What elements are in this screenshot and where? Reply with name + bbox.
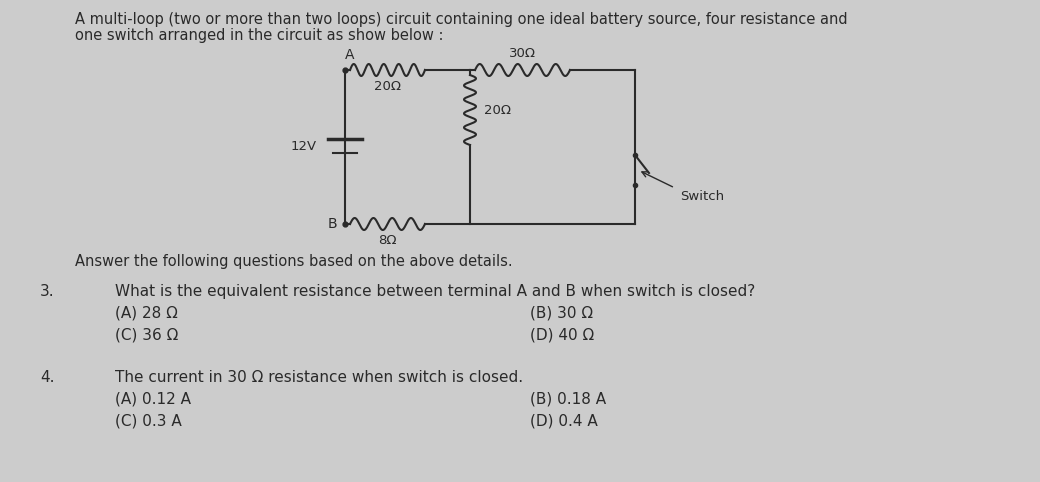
- Text: A multi-loop (two or more than two loops) circuit containing one ideal battery s: A multi-loop (two or more than two loops…: [75, 12, 848, 27]
- Text: 12V: 12V: [291, 140, 317, 153]
- Text: The current in 30 Ω resistance when switch is closed.: The current in 30 Ω resistance when swit…: [115, 370, 523, 385]
- Text: 8Ω: 8Ω: [379, 234, 396, 247]
- Text: (C) 0.3 A: (C) 0.3 A: [115, 414, 182, 429]
- Text: Answer the following questions based on the above details.: Answer the following questions based on …: [75, 254, 513, 269]
- Text: (B) 0.18 A: (B) 0.18 A: [530, 392, 606, 407]
- Text: one switch arranged in the circuit as show below :: one switch arranged in the circuit as sh…: [75, 28, 443, 43]
- Text: What is the equivalent resistance between terminal A and B when switch is closed: What is the equivalent resistance betwee…: [115, 284, 755, 299]
- Text: Switch: Switch: [680, 190, 724, 203]
- Text: (A) 0.12 A: (A) 0.12 A: [115, 392, 191, 407]
- Text: (B) 30 Ω: (B) 30 Ω: [530, 306, 593, 321]
- Text: 30Ω: 30Ω: [509, 47, 536, 60]
- Text: (A) 28 Ω: (A) 28 Ω: [115, 306, 178, 321]
- Text: 3.: 3.: [40, 284, 55, 299]
- Text: 20Ω: 20Ω: [484, 104, 511, 117]
- Text: 4.: 4.: [40, 370, 54, 385]
- Text: (D) 0.4 A: (D) 0.4 A: [530, 414, 598, 429]
- Text: (D) 40 Ω: (D) 40 Ω: [530, 328, 594, 343]
- Text: 20Ω: 20Ω: [374, 80, 401, 93]
- Text: A: A: [345, 48, 355, 62]
- Text: (C) 36 Ω: (C) 36 Ω: [115, 328, 179, 343]
- Text: B: B: [328, 217, 337, 231]
